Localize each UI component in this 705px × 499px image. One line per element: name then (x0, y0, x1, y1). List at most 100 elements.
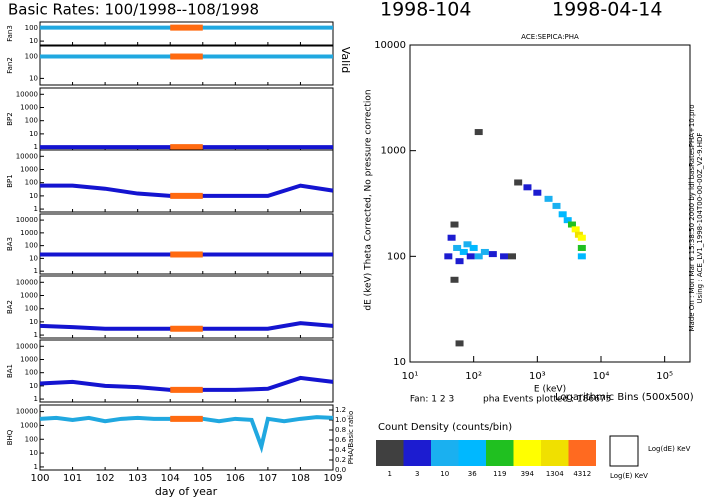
colorbar-cell (568, 440, 596, 466)
x-label: E (keV) (534, 385, 566, 395)
y-tick-label: 1 (34, 395, 38, 403)
colorbar-label: 394 (521, 470, 535, 478)
colorbar-cell (541, 440, 569, 466)
y2-tick-label: 0.4 (335, 446, 347, 454)
density-cell (514, 179, 523, 186)
density-cell (544, 195, 553, 202)
colorbar-cell (403, 440, 431, 466)
y-tick-label: 1 (34, 267, 38, 275)
y-tick-label: 1000 (20, 103, 38, 111)
panel-label: BHQ (6, 429, 14, 445)
density-cell (453, 244, 462, 251)
y2-tick-label: 1.2 (335, 406, 346, 414)
colorbar-cell (431, 440, 459, 466)
panel-frame (39, 275, 334, 339)
x-label: day of year (155, 485, 218, 498)
y-tick-label: 10 (29, 130, 38, 138)
density-cell (533, 189, 542, 196)
x-tick-label: 109 (323, 473, 342, 484)
y-tick-label: 10 (29, 318, 38, 326)
x-tick-label: 102 (96, 473, 115, 484)
density-cell (577, 244, 586, 251)
y-tick-label: 1000 (381, 146, 406, 157)
y-tick-label: 1000 (20, 421, 38, 429)
colorbar-cell (486, 440, 514, 466)
x-tick-label: 104 (161, 473, 180, 484)
colorbar-title: Count Density (counts/bin) (378, 422, 512, 433)
density-cell (552, 202, 561, 209)
density-cell (474, 253, 483, 260)
density-cell (523, 184, 532, 191)
panel-label: BA3 (6, 237, 14, 251)
date: 1998-04-14 (552, 0, 662, 21)
y2-tick-label: 0.0 (335, 466, 346, 474)
density-cell (488, 251, 497, 258)
x-tick-label: 10¹ (402, 371, 419, 382)
x-tick-label: 10⁴ (593, 371, 610, 382)
bin-box (609, 435, 639, 467)
density-cell (500, 253, 509, 260)
density-cell (507, 253, 516, 260)
y-tick-label: 100 (25, 369, 38, 377)
x-tick-label: 106 (226, 473, 245, 484)
panel-frame (39, 339, 334, 403)
density-cell (466, 253, 475, 260)
y2-label: PHA/Basic ratio (347, 411, 355, 465)
panel-frame (39, 45, 334, 86)
panel-frame (39, 149, 334, 213)
x-tick-label: 108 (291, 473, 310, 484)
x-tick-label: 10³ (529, 371, 546, 382)
y-tick-label: 1000 (20, 355, 38, 363)
y-tick-label: 10000 (16, 216, 38, 224)
density-cell (480, 248, 489, 255)
density-cell (469, 244, 478, 251)
density-cell (577, 234, 586, 241)
y-tick-label: 100 (25, 179, 38, 187)
y2-tick-label: 0.2 (335, 456, 346, 464)
panel-frame (39, 404, 334, 471)
panel-frame (39, 213, 334, 275)
y-tick-label: 10000 (16, 278, 38, 286)
density-cell (447, 234, 456, 241)
colorbar-cell (513, 440, 541, 466)
density-cell (455, 340, 464, 347)
density-cell (567, 221, 576, 228)
density-cell (577, 253, 586, 260)
y-tick-label: 10000 (16, 152, 38, 160)
y-tick-label: 10000 (16, 342, 38, 350)
x-tick-label: 101 (63, 473, 82, 484)
x-tick-label: 107 (258, 473, 277, 484)
panel-frame (39, 87, 334, 151)
y-label: dE (keV) Theta Corrected, No pressure co… (364, 89, 374, 310)
colorbar-cell (376, 440, 404, 466)
y-tick-label: 100 (25, 305, 38, 313)
y2-tick-label: 0.8 (335, 426, 346, 434)
bins-label: Logarithmic Bins (500x500) (555, 392, 694, 403)
panel-label: Fan3 (6, 25, 14, 42)
doy: 1998-104 (380, 0, 471, 21)
density-cell (444, 253, 453, 260)
x-tick-label: 105 (193, 473, 212, 484)
y-tick-label: 100 (25, 52, 38, 60)
y-tick-label: 10 (29, 382, 38, 390)
plot-frame (409, 44, 691, 363)
y-tick-label: 1 (34, 205, 38, 213)
y-tick-label: 10 (29, 37, 38, 45)
y-tick-label: 100 (387, 251, 406, 262)
density-cell (563, 217, 572, 224)
panel-label: BA2 (6, 300, 14, 314)
y-tick-label: 1000 (20, 165, 38, 173)
x-tick-label: 10² (465, 371, 482, 382)
density-cell (459, 248, 468, 255)
y-tick-label: 1 (34, 331, 38, 339)
valid-label: Valid (339, 47, 352, 74)
y-tick-label: 1000 (20, 229, 38, 237)
plot-title: ACE:SEPICA:PHA (521, 33, 579, 41)
y-tick-label: 100 (25, 242, 38, 250)
panel-frame (39, 21, 334, 46)
density-cell (558, 211, 567, 218)
density-cell (463, 241, 472, 248)
panel-label: Fan2 (6, 57, 14, 74)
y-tick-label: 100 (25, 24, 38, 32)
y-tick-label: 10 (29, 449, 38, 457)
